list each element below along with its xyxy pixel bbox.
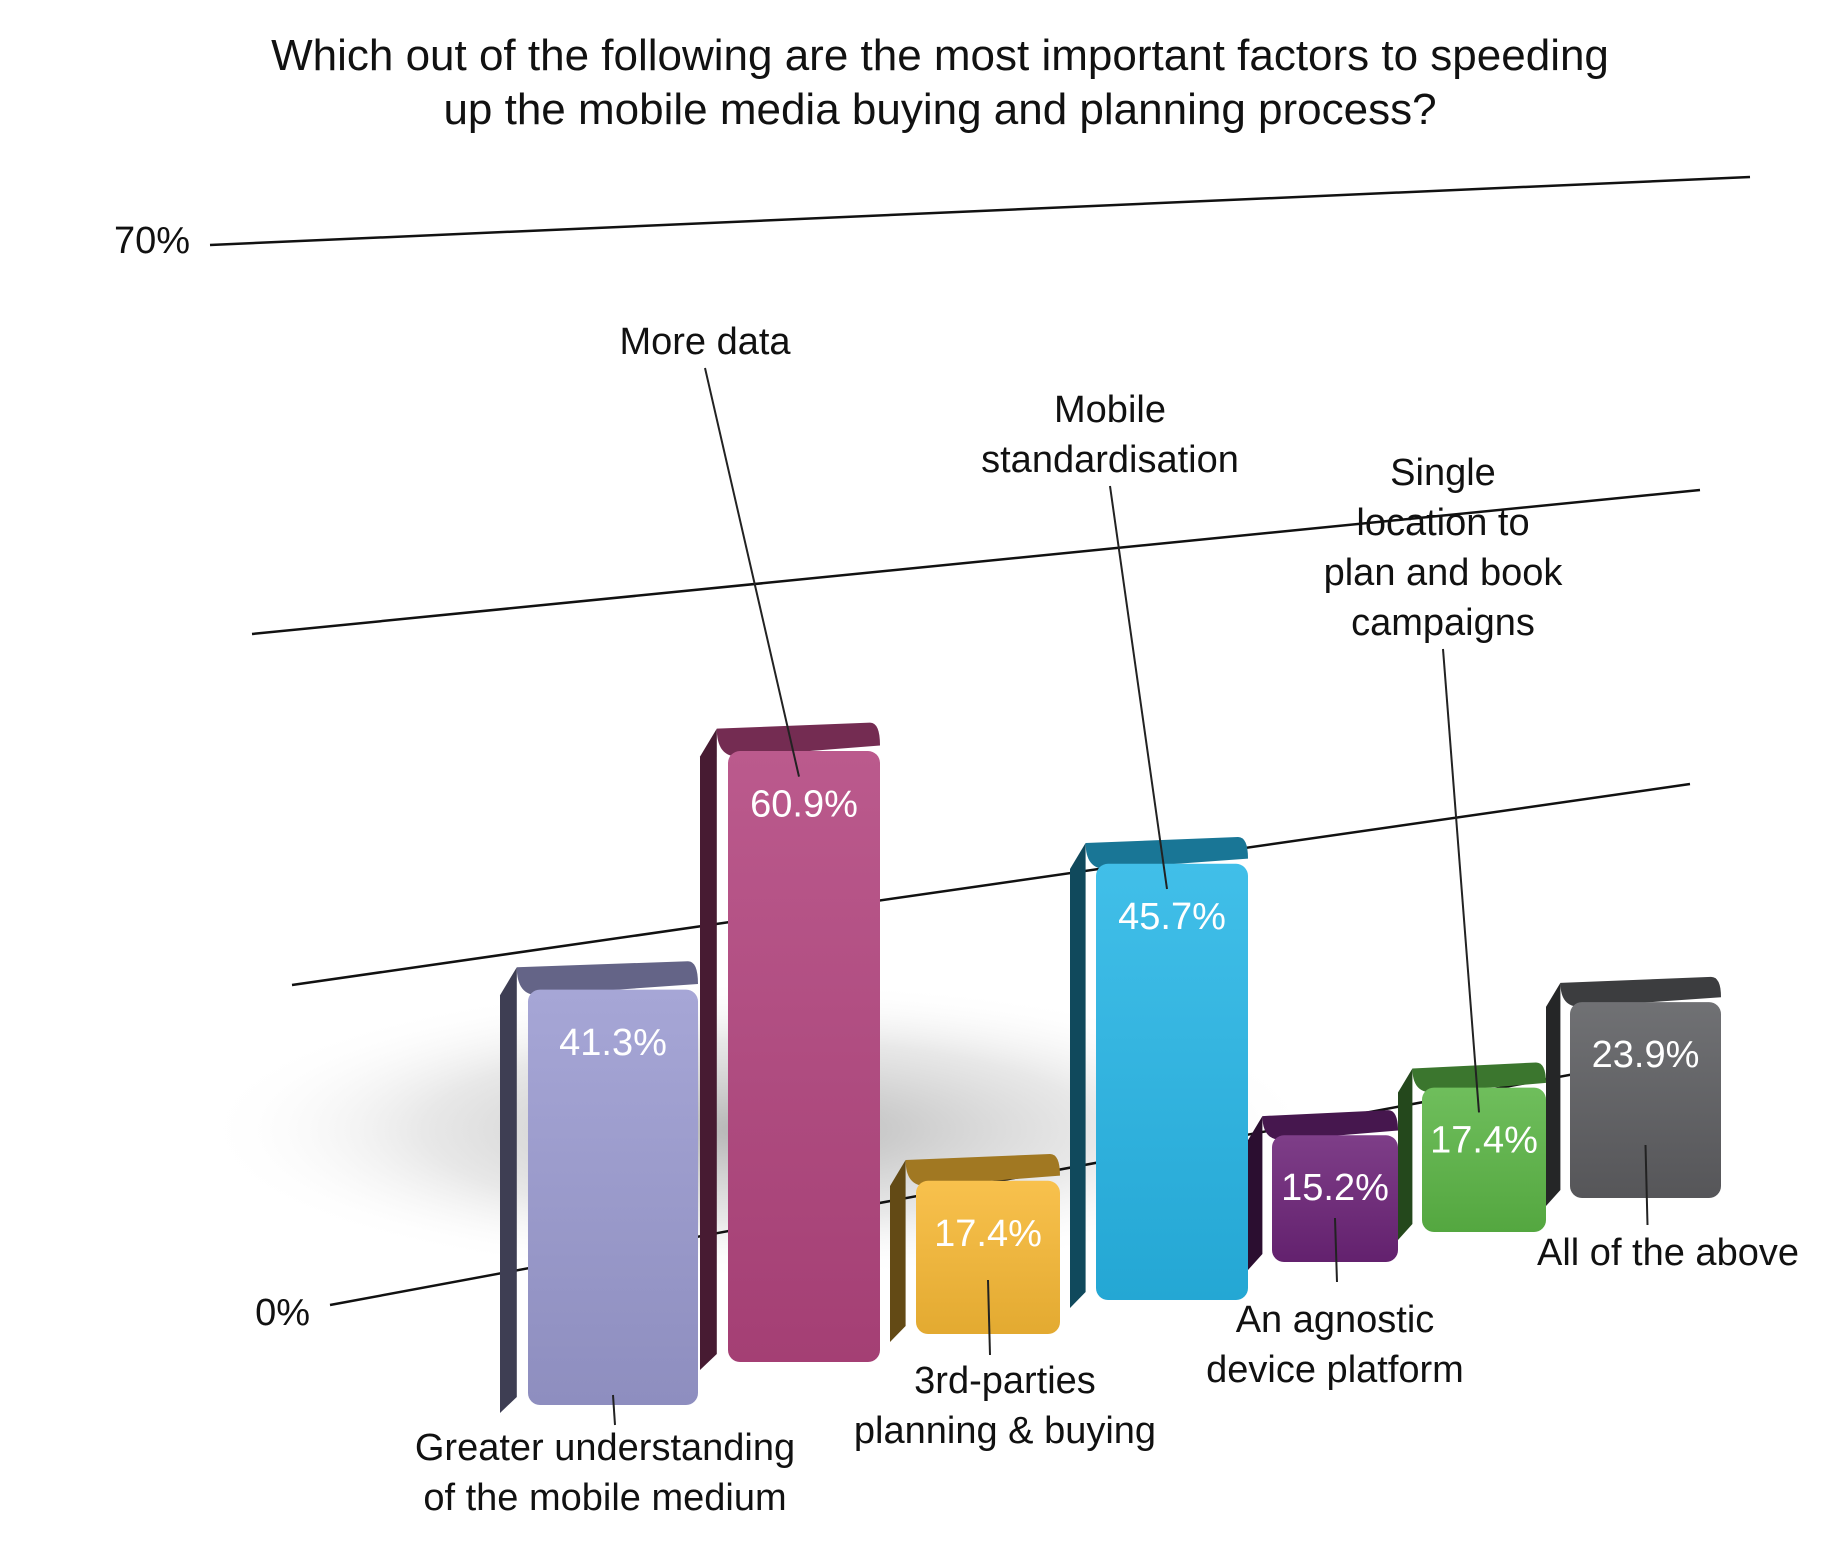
bar-top-4 xyxy=(1262,1110,1398,1141)
bar-1: 60.9% xyxy=(700,722,880,1370)
category-label-4-line-1: device platform xyxy=(1206,1349,1464,1391)
gridline-52 xyxy=(251,488,1701,636)
bar-3: 45.7% xyxy=(1070,837,1248,1308)
bar-top-2 xyxy=(905,1154,1060,1186)
bar-top-6 xyxy=(1560,976,1721,1007)
category-label-6-line-0: All of the above xyxy=(1537,1232,1799,1274)
chart-title-line-2: up the mobile media buying and planning … xyxy=(443,85,1436,134)
leader-line-6 xyxy=(1644,1144,1649,1226)
bar-side-1 xyxy=(700,728,717,1370)
category-label-3-line-0: Mobile xyxy=(1054,389,1166,431)
bar-side-3 xyxy=(1070,843,1086,1308)
y-tick-0: 0% xyxy=(255,1292,310,1334)
bar-value-label-2: 17.4% xyxy=(934,1213,1042,1255)
category-label-2-line-1: planning & buying xyxy=(854,1410,1156,1452)
category-label-5-line-1: location to xyxy=(1356,502,1529,544)
bar-top-1 xyxy=(716,722,880,757)
category-label-4-line-0: An agnostic xyxy=(1236,1299,1435,1341)
leader-line-4 xyxy=(1334,1217,1338,1283)
bar-4: 15.2% xyxy=(1248,1110,1398,1270)
leader-line-1 xyxy=(704,367,800,777)
gridline-35 xyxy=(291,782,1691,987)
bar-top-5 xyxy=(1412,1062,1546,1093)
chart-title-line-1: Which out of the following are the most … xyxy=(271,31,1609,80)
bars: 41.3% Greater understanding of the mobile … xyxy=(415,321,1799,1519)
category-label-5-line-3: campaigns xyxy=(1351,602,1535,644)
category-label-0-line-0: Greater understanding xyxy=(415,1427,795,1469)
leader-line-5 xyxy=(1442,648,1480,1113)
bar-front-5 xyxy=(1422,1087,1546,1232)
bar-front-3 xyxy=(1096,863,1248,1300)
category-label-5-line-0: Single xyxy=(1390,452,1496,494)
category-label-0-line-1: of the mobile medium xyxy=(423,1477,786,1519)
bar-front-0 xyxy=(528,989,698,1405)
bar-side-6 xyxy=(1546,982,1561,1206)
y-tick-70: 70% xyxy=(114,220,190,262)
bar-2: 17.4% xyxy=(890,1154,1060,1342)
category-label-3-line-1: standardisation xyxy=(981,439,1239,481)
bar-value-label-1: 60.9% xyxy=(750,784,858,826)
bar-side-2 xyxy=(890,1160,906,1342)
leader-line-3 xyxy=(1109,485,1168,890)
bar-front-6 xyxy=(1570,1002,1721,1198)
bar-value-label-6: 23.9% xyxy=(1592,1034,1700,1076)
bar-value-label-3: 45.7% xyxy=(1118,896,1226,938)
category-label-5-line-2: plan and book xyxy=(1324,552,1564,594)
bar-value-label-5: 17.4% xyxy=(1430,1119,1538,1161)
bar-side-0 xyxy=(500,967,517,1413)
bar-6: 23.9% xyxy=(1546,976,1721,1206)
bar-front-4 xyxy=(1272,1135,1398,1262)
bar-0: 41.3% xyxy=(500,961,698,1413)
leader-line-0 xyxy=(612,1394,616,1426)
bar-5: 17.4% xyxy=(1398,1062,1546,1240)
bar-value-label-0: 41.3% xyxy=(559,1022,667,1064)
bar-top-0 xyxy=(516,961,698,996)
category-label-2-line-0: 3rd-parties xyxy=(914,1360,1096,1402)
gridline-70 xyxy=(209,175,1751,247)
category-label-1-line-0: More data xyxy=(619,321,791,363)
bar-front-1 xyxy=(728,751,880,1362)
bar-side-5 xyxy=(1398,1068,1413,1240)
bar-front-2 xyxy=(916,1180,1060,1334)
leader-line-2 xyxy=(987,1279,991,1356)
bar-value-label-4: 15.2% xyxy=(1281,1167,1389,1209)
bar-side-4 xyxy=(1248,1116,1263,1270)
bar-top-3 xyxy=(1085,837,1248,869)
